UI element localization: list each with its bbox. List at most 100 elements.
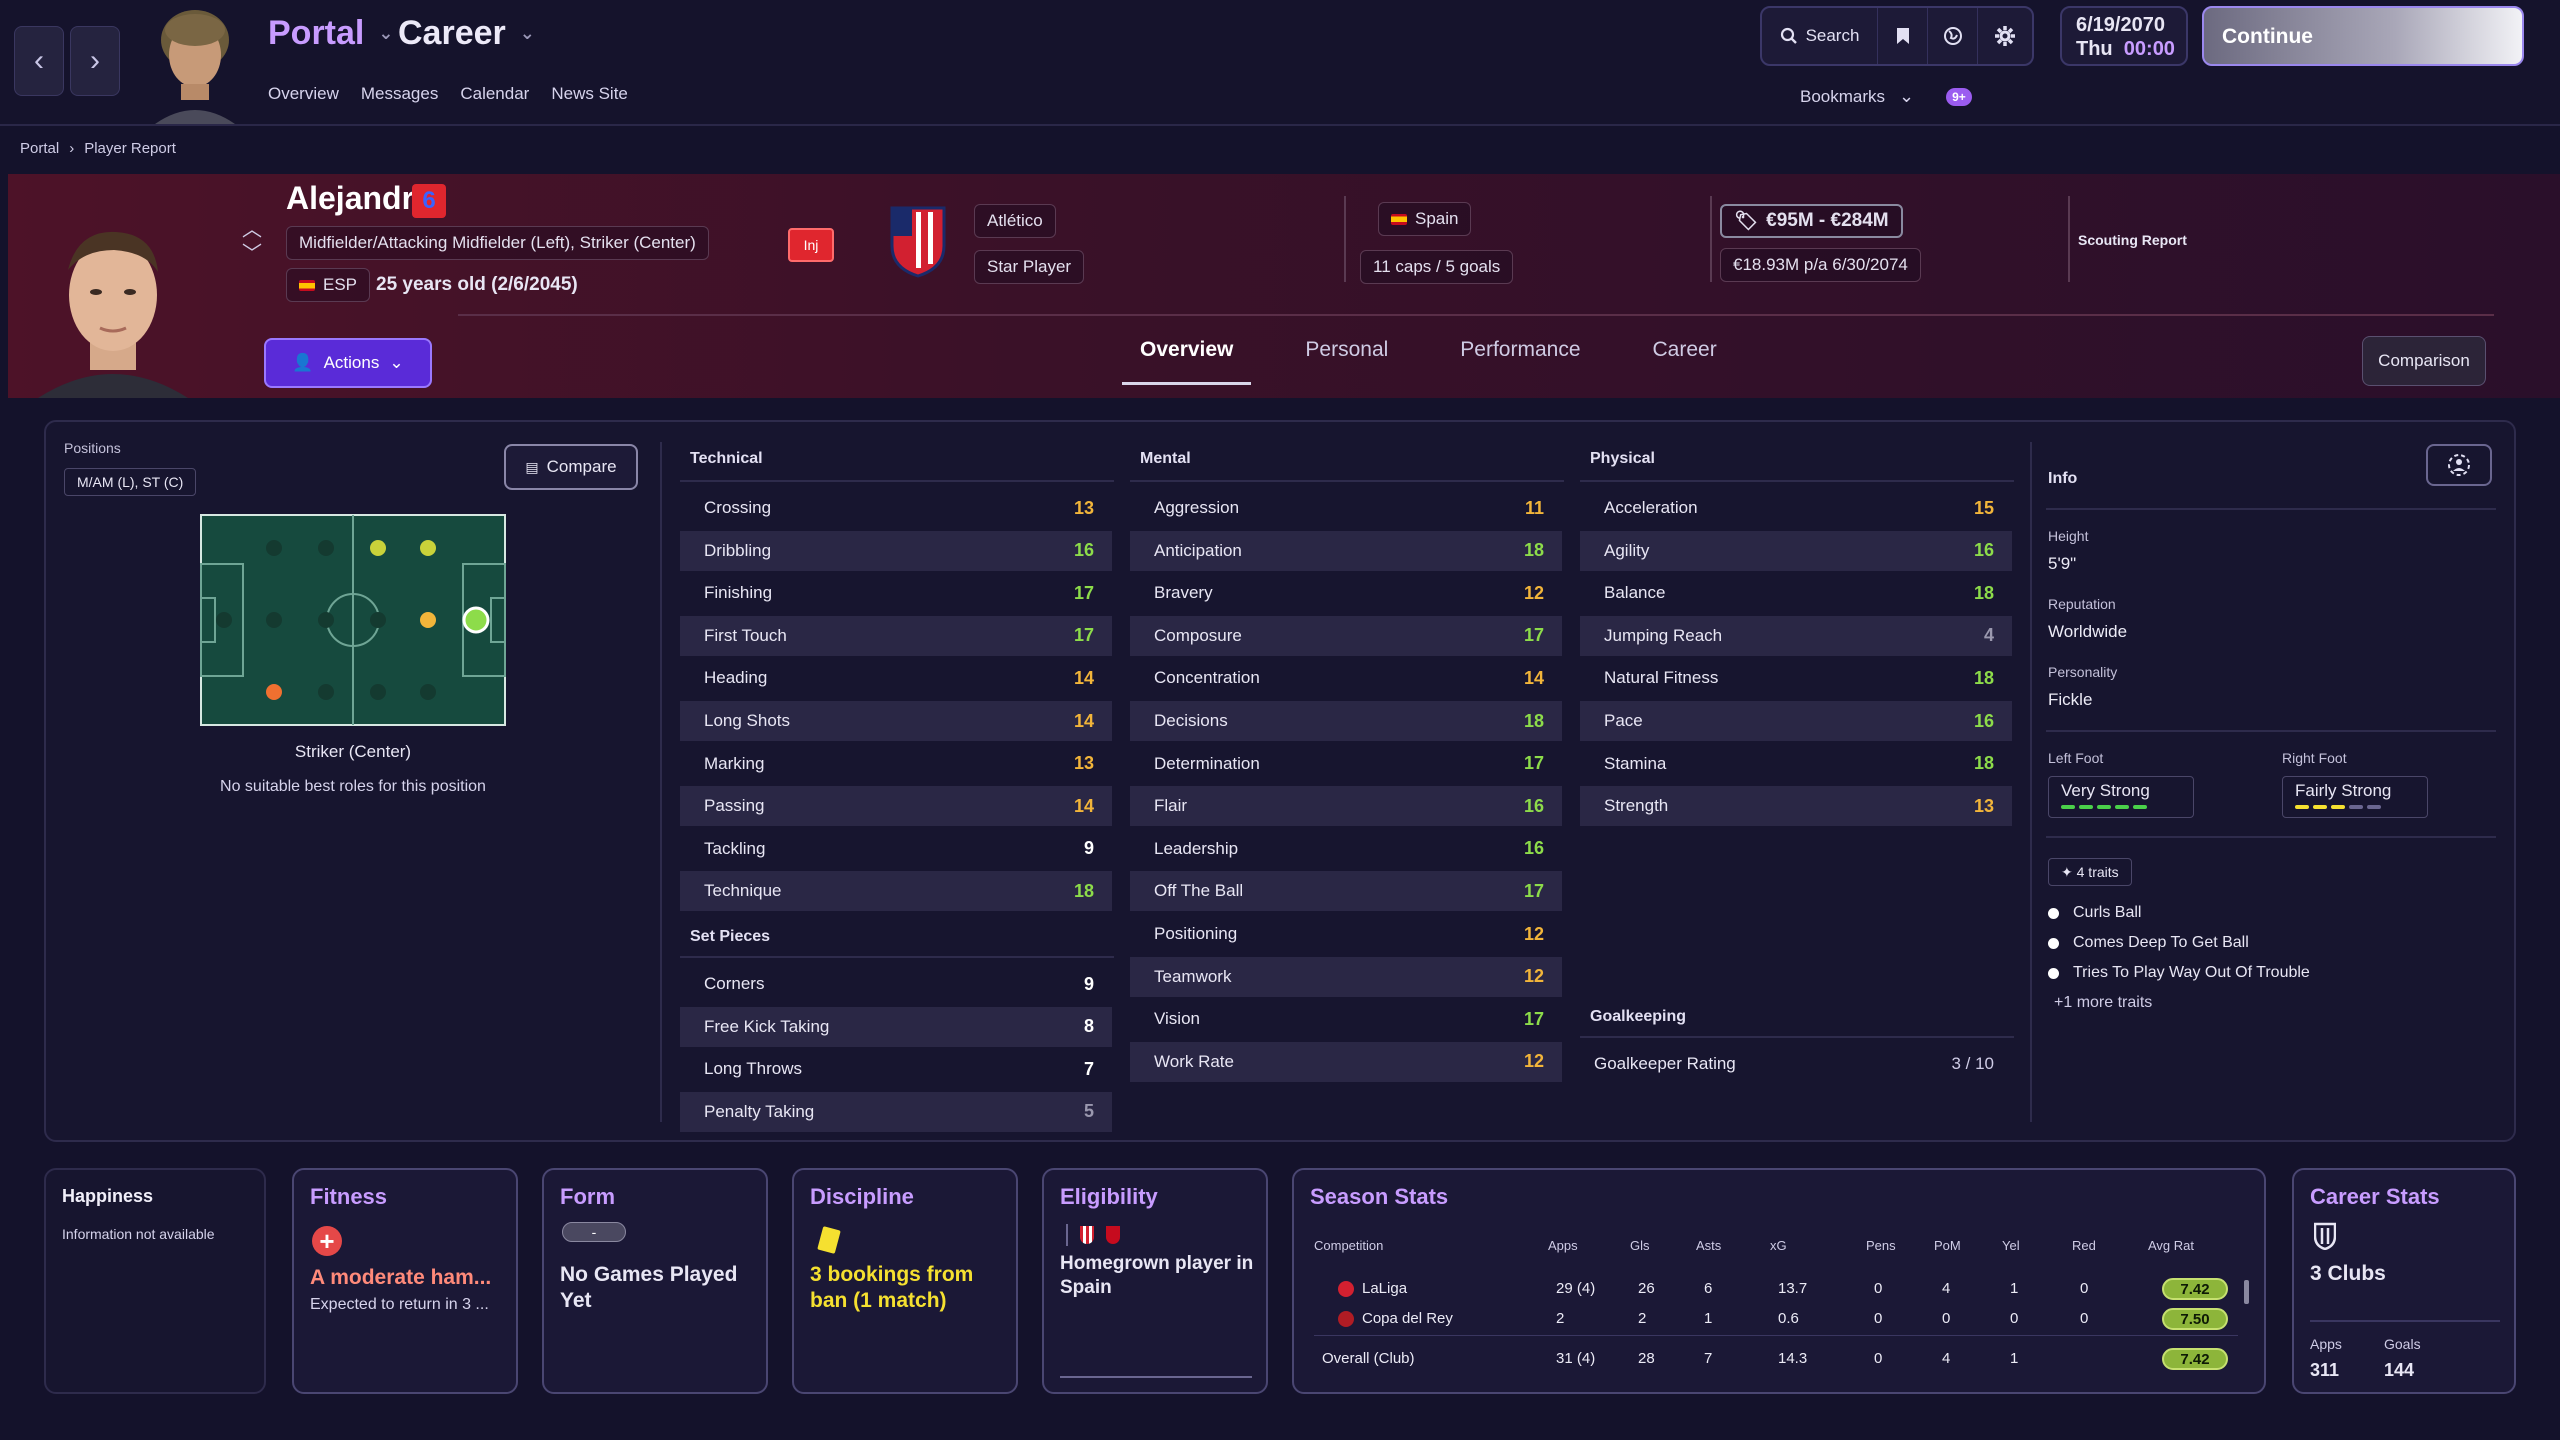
manager-avatar[interactable] [145,0,245,124]
discipline-card[interactable]: Discipline 3 bookings from ban (1 match) [792,1168,1018,1394]
eligibility-card[interactable]: Eligibility Homegrown player in Spain [1042,1168,1268,1394]
attribute-row[interactable]: Acceleration 15 [1580,488,2012,528]
competition-name[interactable]: Overall (Club) [1322,1350,1415,1367]
trait-item[interactable]: Comes Deep To Get Ball [2048,934,2249,952]
chevron-up-icon[interactable]: ︿ [242,219,262,241]
career-menu[interactable]: Career ⌄ [398,14,535,53]
back-button[interactable]: ‹ [14,26,64,96]
attribute-row[interactable]: Natural Fitness 18 [1580,658,2012,698]
stat-header[interactable]: Apps [1548,1238,1578,1253]
bookmark-button[interactable] [1878,8,1928,64]
scouting-report-link[interactable]: Scouting Report [2078,232,2187,248]
attribute-row[interactable]: Technique 18 [680,871,1112,912]
attribute-row[interactable]: Balance 18 [1580,573,2012,613]
attribute-row[interactable]: Penalty Taking 5 [680,1091,1112,1132]
attribute-row[interactable]: Marking 13 [680,744,1112,784]
trait-item[interactable]: Curls Ball [2048,904,2141,922]
continue-button[interactable]: Continue [2202,6,2524,66]
career-stats-card[interactable]: Career Stats 3 Clubs Apps 311 Goals 144 [2292,1168,2516,1394]
continue-label: Continue [2222,25,2313,48]
attribute-row[interactable]: Strength 13 [1580,786,2012,827]
portal-menu[interactable]: Portal ⌄ [268,14,393,53]
stat-header[interactable]: Red [2072,1238,2096,1253]
discipline-title: Discipline [810,1184,914,1209]
tab-overview[interactable]: Overview [1122,334,1252,385]
injury-badge[interactable]: Inj [788,228,834,262]
subnav-overview[interactable]: Overview [268,84,339,103]
notification-badge[interactable]: 9+ [1946,87,1972,106]
breadcrumb-portal[interactable]: Portal [20,140,60,157]
attribute-row[interactable]: Off The Ball 17 [1130,871,1562,912]
comparison-button[interactable]: Comparison [2362,336,2486,386]
traits-count-pill[interactable]: ✦ 4 traits [2048,858,2132,886]
player-name: Alejandro [286,180,434,216]
attribute-row[interactable]: Positioning 12 [1130,914,1562,954]
tab-career[interactable]: Career [1635,334,1735,385]
fitness-card[interactable]: Fitness + A moderate ham... Expected to … [292,1168,518,1394]
stat-header[interactable]: Avg Rat [2148,1238,2195,1253]
attribute-row[interactable]: Pace 16 [1580,701,2012,741]
attribute-row[interactable]: Heading 14 [680,658,1112,698]
world-button[interactable] [1928,8,1978,64]
settings-button[interactable] [1978,8,2032,64]
attribute-row[interactable]: Bravery 12 [1130,573,1562,613]
attribute-row[interactable]: First Touch 17 [680,615,1112,656]
attribute-row[interactable]: Stamina 18 [1580,744,2012,784]
attribute-row[interactable]: Passing 14 [680,786,1112,827]
attribute-row[interactable]: Aggression 11 [1130,488,1562,528]
position-pitch[interactable] [200,514,506,726]
tab-performance[interactable]: Performance [1442,334,1598,385]
stat-header[interactable]: Pens [1866,1238,1896,1253]
attribute-row[interactable]: Composure 17 [1130,615,1562,656]
stat-header[interactable]: Competition [1314,1238,1384,1253]
search-button[interactable]: Search [1762,8,1878,64]
forward-button[interactable]: › [70,26,120,96]
subnav-news-site[interactable]: News Site [551,84,628,103]
compare-button[interactable]: ▤ Compare [504,444,638,490]
competition-name[interactable]: LaLiga [1362,1280,1408,1297]
info-settings-button[interactable] [2426,444,2492,486]
stat-header[interactable]: PoM [1934,1238,1961,1253]
happiness-card[interactable]: Happiness Information not available [44,1168,266,1394]
bookmarks-dropdown[interactable]: Bookmarks ⌄ 9+ [1800,86,1972,107]
chevron-down-icon[interactable]: ﹀ [242,243,262,265]
attribute-row[interactable]: Agility 16 [1580,530,2012,571]
actions-button[interactable]: 👤 Actions ⌄ [264,338,432,388]
stat-header[interactable]: Asts [1696,1238,1722,1253]
attribute-row[interactable]: Dribbling 16 [680,530,1112,571]
attribute-row[interactable]: Long Throws 7 [680,1049,1112,1089]
date-display[interactable]: 6/19/2070 Thu 00:00 [2060,6,2188,66]
club-pill[interactable]: Atlético [974,204,1056,238]
form-card[interactable]: Form - No Games Played Yet [542,1168,768,1394]
attribute-row[interactable]: Jumping Reach 4 [1580,615,2012,656]
scrollbar[interactable] [2244,1280,2249,1304]
attribute-row[interactable]: Concentration 14 [1130,658,1562,698]
attribute-row[interactable]: Long Shots 14 [680,701,1112,741]
attribute-row[interactable]: Teamwork 12 [1130,956,1562,997]
attribute-row[interactable]: Finishing 17 [680,573,1112,613]
stat-header[interactable]: Gls [1630,1238,1650,1253]
stat-header[interactable]: Yel [2002,1238,2020,1253]
attribute-row[interactable]: Work Rate 12 [1130,1041,1562,1082]
nation-pill[interactable]: Spain [1378,202,1472,236]
player-switcher[interactable]: ︿ ﹀ [242,218,262,266]
subnav-calendar[interactable]: Calendar [460,84,530,103]
attribute-row[interactable]: Free Kick Taking 8 [680,1006,1112,1047]
attribute-row[interactable]: Corners 9 [680,964,1112,1004]
attribute-row[interactable]: Leadership 16 [1130,829,1562,869]
season-stats-card[interactable]: Season Stats Competition Apps Gls Asts xG Pen… [1292,1168,2266,1394]
attribute-row[interactable]: Determination 17 [1130,744,1562,784]
tab-personal[interactable]: Personal [1287,334,1406,385]
more-traits-link[interactable]: +1 more traits [2054,994,2153,1011]
subnav-messages[interactable]: Messages [360,84,439,103]
attribute-row[interactable]: Flair 16 [1130,786,1562,827]
competition-name[interactable]: Copa del Rey [1362,1310,1453,1327]
attribute-row[interactable]: Crossing 13 [680,488,1112,528]
club-crest-icon[interactable] [888,202,948,278]
trait-item[interactable]: Tries To Play Way Out Of Trouble [2048,964,2310,982]
attribute-row[interactable]: Anticipation 18 [1130,530,1562,571]
attribute-row[interactable]: Vision 17 [1130,999,1562,1039]
stat-header[interactable]: xG [1770,1238,1787,1253]
attribute-row[interactable]: Tackling 9 [680,829,1112,869]
attribute-row[interactable]: Decisions 18 [1130,701,1562,741]
